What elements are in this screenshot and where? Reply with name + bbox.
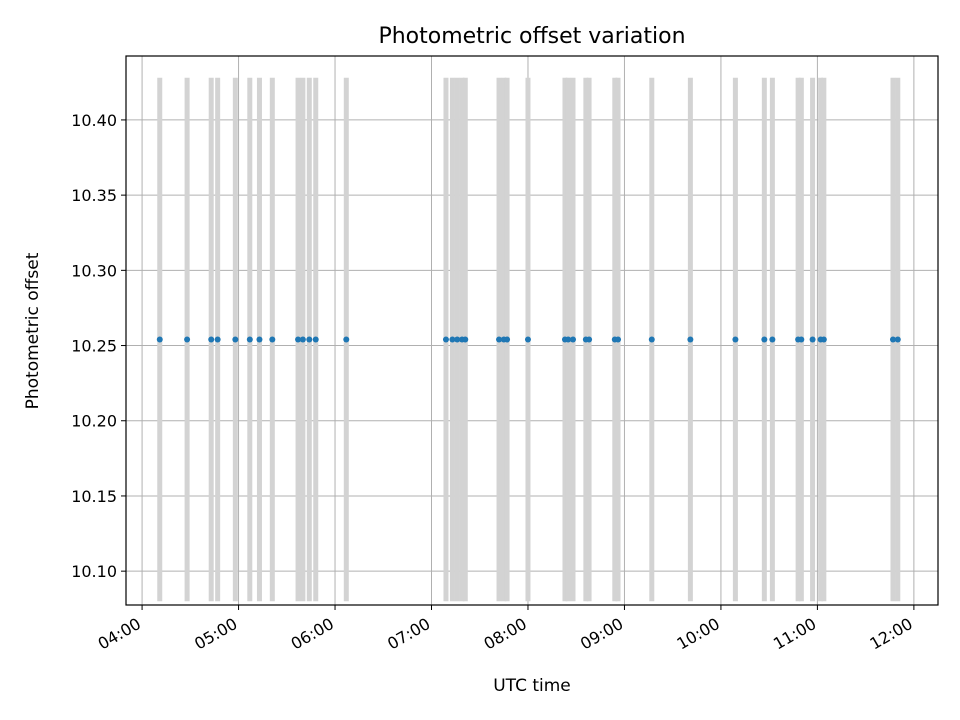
data-point	[214, 336, 221, 343]
data-point	[570, 336, 577, 343]
data-point	[232, 336, 239, 343]
data-point	[156, 336, 163, 343]
y-axis-ticks: 10.10 10.15 10.20 10.25 10.30 10.35 10.40	[71, 111, 126, 581]
data-point	[295, 336, 302, 343]
data-point	[256, 336, 263, 343]
data-point	[462, 336, 469, 343]
data-point	[524, 336, 531, 343]
data-point	[809, 336, 816, 343]
y-tick-label: 10.15	[71, 487, 117, 506]
data-point	[454, 336, 461, 343]
data-point	[449, 336, 456, 343]
data-point	[246, 336, 253, 343]
data-point	[343, 336, 350, 343]
data-point	[889, 336, 896, 343]
data-point	[894, 336, 901, 343]
y-axis-label: Photometric offset	[23, 252, 43, 409]
data-point	[820, 336, 827, 343]
x-axis-label: UTC time	[493, 676, 571, 696]
y-tick-label: 10.35	[71, 186, 117, 205]
data-point	[761, 336, 768, 343]
data-point	[798, 336, 805, 343]
y-tick-label: 10.20	[71, 412, 117, 431]
y-tick-label: 10.30	[71, 261, 117, 280]
data-point	[312, 336, 319, 343]
data-point	[586, 336, 593, 343]
data-point	[306, 336, 313, 343]
data-point	[687, 336, 694, 343]
y-tick-label: 10.40	[71, 111, 117, 130]
data-point	[184, 336, 191, 343]
data-point	[769, 336, 776, 343]
chart-title: Photometric offset variation	[378, 24, 685, 49]
data-point	[504, 336, 511, 343]
data-point	[615, 336, 622, 343]
data-point	[269, 336, 276, 343]
data-point	[648, 336, 655, 343]
plot-frame	[125, 55, 939, 606]
data-point	[732, 336, 739, 343]
data-point	[208, 336, 215, 343]
data-point	[565, 336, 572, 343]
data-point	[299, 336, 306, 343]
y-tick-label: 10.10	[71, 562, 117, 581]
data-point	[496, 336, 503, 343]
y-tick-label: 10.25	[71, 337, 117, 356]
data-points	[156, 336, 901, 343]
data-point	[442, 336, 449, 343]
